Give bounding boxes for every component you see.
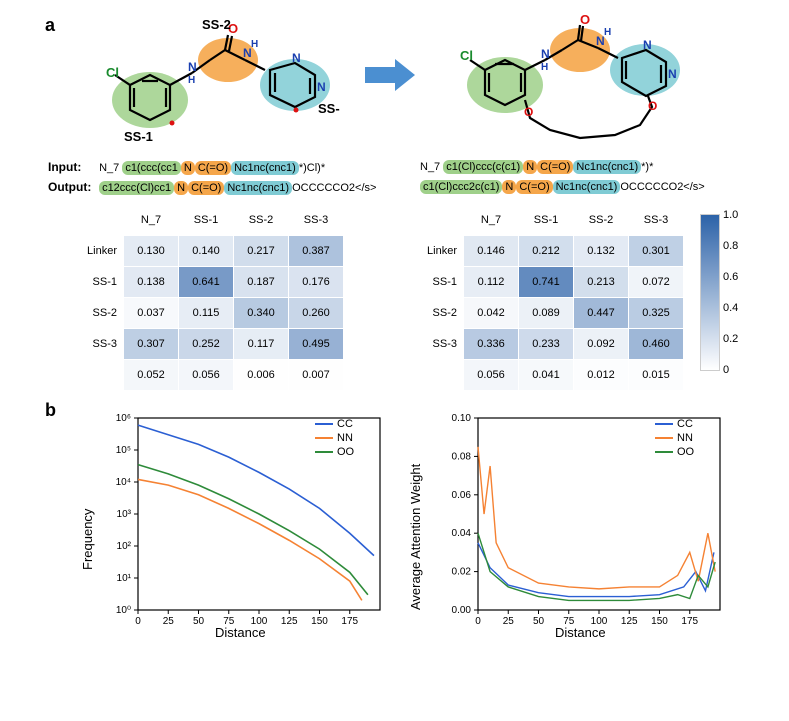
molecule-right-svg: Cl N H O N H N N O O bbox=[430, 10, 690, 150]
svg-text:N: N bbox=[292, 51, 301, 65]
svg-text:N: N bbox=[188, 60, 197, 74]
svg-text:0.00: 0.00 bbox=[452, 605, 472, 616]
attn-xlabel: Distance bbox=[555, 625, 606, 640]
svg-text:10⁴: 10⁴ bbox=[116, 477, 131, 488]
svg-text:175: 175 bbox=[681, 616, 698, 627]
svg-text:Cl: Cl bbox=[460, 48, 473, 63]
svg-text:N: N bbox=[668, 67, 677, 81]
svg-text:0.10: 0.10 bbox=[452, 413, 472, 424]
svg-text:10⁵: 10⁵ bbox=[116, 445, 131, 456]
svg-text:10⁶: 10⁶ bbox=[116, 413, 131, 424]
svg-text:0: 0 bbox=[475, 616, 481, 627]
input-label: Input: bbox=[48, 160, 96, 174]
svg-text:25: 25 bbox=[163, 616, 175, 627]
freq-ylabel: Frequency bbox=[80, 509, 95, 570]
ss3-label-left: SS-3 bbox=[318, 101, 340, 116]
svg-text:0.04: 0.04 bbox=[452, 528, 472, 539]
svg-text:10⁰: 10⁰ bbox=[116, 605, 131, 616]
svg-text:25: 25 bbox=[503, 616, 515, 627]
smiles-right-output: c1(Cl)ccc2c(c1)NC(=O)Nc1nc(cnc1)OCCCCCO2… bbox=[420, 180, 705, 194]
svg-text:0.02: 0.02 bbox=[452, 567, 472, 578]
molecule-right: Cl N H O N H N N O O bbox=[430, 10, 690, 150]
svg-text:N: N bbox=[541, 47, 550, 61]
seg-ss3: Nc1nc(cnc1) bbox=[231, 161, 299, 175]
rin-prefix: N_7 bbox=[420, 161, 440, 173]
svg-text:H: H bbox=[188, 75, 195, 86]
svg-text:0.06: 0.06 bbox=[452, 490, 472, 501]
svg-text:150: 150 bbox=[651, 616, 668, 627]
svg-text:50: 50 bbox=[533, 616, 545, 627]
seg-ss1: c1(ccc(cc1 bbox=[122, 161, 181, 175]
svg-text:N: N bbox=[643, 38, 652, 52]
out-seg2: N bbox=[174, 181, 188, 195]
smiles-right-input: N_7 c1(Cl)ccc(c(c1)NC(=O)Nc1nc(cnc1)*)* bbox=[420, 160, 653, 174]
svg-text:50: 50 bbox=[193, 616, 205, 627]
smiles-left-input: Input: N_7 c1(ccc(cc1NC(=O)Nc1nc(cnc1)*)… bbox=[48, 160, 325, 175]
heatmap-left: N_7SS-1SS-2SS-3Linker0.1300.1400.2170.38… bbox=[70, 205, 344, 391]
svg-text:0.08: 0.08 bbox=[452, 451, 472, 462]
attn-chart: 02550751001251501750.000.020.040.060.080… bbox=[430, 410, 730, 640]
panel-a-label: a bbox=[45, 15, 55, 36]
out-seg4: Nc1nc(cnc1) bbox=[224, 181, 292, 195]
ss2-label-left: SS-2 bbox=[202, 17, 231, 32]
svg-text:125: 125 bbox=[621, 616, 638, 627]
svg-text:O: O bbox=[580, 12, 590, 27]
seg-ss2b: C(=O) bbox=[195, 161, 231, 175]
svg-text:O: O bbox=[524, 105, 533, 119]
arrow-icon bbox=[360, 55, 420, 100]
ss1-label-left: SS-1 bbox=[124, 129, 153, 144]
svg-text:125: 125 bbox=[281, 616, 298, 627]
svg-text:10³: 10³ bbox=[117, 509, 132, 520]
svg-text:H: H bbox=[251, 39, 258, 50]
out-suffix: OCCCCCO2</s> bbox=[292, 182, 376, 194]
svg-text:O: O bbox=[648, 99, 657, 113]
svg-text:150: 150 bbox=[311, 616, 328, 627]
attn-ylabel: Average Attention Weight bbox=[408, 464, 423, 610]
svg-text:175: 175 bbox=[341, 616, 358, 627]
seg-ss2a: N bbox=[181, 161, 195, 175]
svg-text:10¹: 10¹ bbox=[117, 573, 132, 584]
out-seg3: C(=O) bbox=[188, 181, 224, 195]
freq-xlabel: Distance bbox=[215, 625, 266, 640]
svg-text:N: N bbox=[317, 80, 326, 94]
svg-text:0: 0 bbox=[135, 616, 141, 627]
input-suffix: *)Cl)* bbox=[299, 162, 325, 174]
svg-text:H: H bbox=[604, 27, 611, 38]
input-prefix: N_7 bbox=[99, 162, 119, 174]
legend-oo: OO bbox=[315, 446, 354, 458]
colorbar: 1.0 0.8 0.6 0.4 0.2 0 bbox=[700, 214, 720, 371]
svg-text:H: H bbox=[541, 62, 548, 73]
out-seg1: c12ccc(Cl)cc1 bbox=[99, 181, 174, 195]
svg-text:10²: 10² bbox=[117, 541, 132, 552]
panel-b-label: b bbox=[45, 400, 56, 421]
svg-text:Cl: Cl bbox=[106, 65, 119, 80]
legend-cc: CC bbox=[315, 418, 354, 430]
freq-chart: 025507510012515017510⁰10¹10²10³10⁴10⁵10⁶… bbox=[90, 410, 390, 640]
figure-root: a bbox=[0, 0, 789, 721]
legend-nn: NN bbox=[315, 432, 354, 444]
molecule-left-svg: Cl N H O N H N N SS-1 SS-2 SS-3 bbox=[80, 15, 340, 145]
smiles-left-output: Output: c12ccc(Cl)cc1NC(=O)Nc1nc(cnc1)OC… bbox=[48, 180, 376, 195]
attn-legend: CC NN OO bbox=[655, 418, 694, 460]
output-label: Output: bbox=[48, 180, 96, 194]
heatmap-right: N_7SS-1SS-2SS-3Linker0.1460.2120.1320.30… bbox=[410, 205, 684, 391]
freq-legend: CC NN OO bbox=[315, 418, 354, 460]
molecule-left: Cl N H O N H N N SS-1 SS-2 SS-3 bbox=[80, 15, 340, 145]
